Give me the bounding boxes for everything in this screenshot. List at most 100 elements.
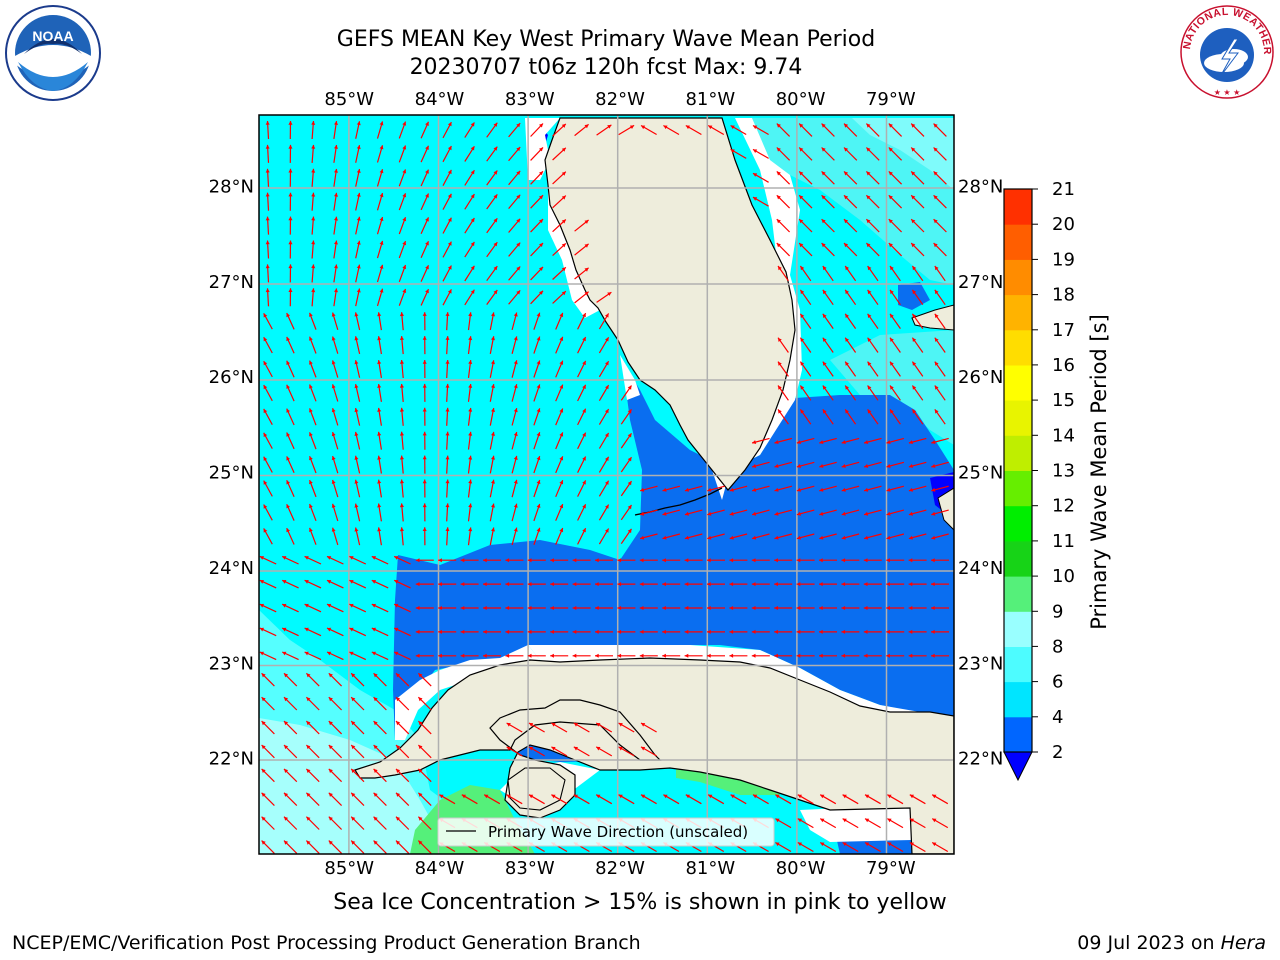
wave-arrow-head bbox=[539, 171, 543, 176]
wave-arrow-head bbox=[867, 313, 872, 318]
wave-arrow-head bbox=[639, 558, 644, 563]
wave-arrow-head bbox=[311, 192, 316, 197]
wave-arrow-head bbox=[399, 431, 404, 436]
wave-arrow-head bbox=[354, 312, 359, 317]
wave-arrow-head bbox=[573, 746, 578, 751]
wave-arrow-head bbox=[311, 240, 316, 245]
wave-arrow-head bbox=[505, 582, 510, 587]
florida-land bbox=[544, 117, 796, 491]
wave-arrow-head bbox=[286, 336, 290, 342]
lon-label-top: 85°W bbox=[324, 89, 374, 110]
wave-arrow-head bbox=[931, 582, 935, 587]
wave-arrow-head bbox=[505, 558, 510, 563]
wave-arrow-head bbox=[351, 816, 356, 821]
wave-arrow-head bbox=[867, 289, 872, 295]
wave-arrow-head bbox=[776, 147, 781, 152]
wave-arrow-head bbox=[559, 480, 564, 485]
wave-arrow-head bbox=[573, 723, 578, 727]
wave-arrow-head bbox=[559, 360, 564, 365]
wave-arrow-head bbox=[596, 723, 601, 727]
wave-arrow-head bbox=[627, 409, 632, 414]
lat-label-left: 26°N bbox=[209, 367, 254, 388]
wave-arrow-head bbox=[306, 673, 311, 678]
wave-arrow-head bbox=[819, 606, 823, 610]
wave-arrow-head bbox=[399, 479, 404, 484]
wave-arrow-head bbox=[493, 122, 498, 127]
wave-arrow-head bbox=[909, 794, 914, 799]
wave-arrow-head bbox=[259, 580, 264, 584]
wave-arrow-head bbox=[288, 168, 293, 173]
wave-arrow-head bbox=[617, 606, 622, 610]
wave-arrow-head bbox=[334, 288, 338, 293]
wave-arrow-head bbox=[911, 147, 916, 152]
wave-arrow-head bbox=[908, 558, 913, 563]
wave-arrow-head bbox=[483, 582, 487, 587]
wave-arrow-head bbox=[265, 240, 270, 245]
colorbar-tick-label: 18 bbox=[1052, 285, 1075, 306]
wave-arrow-head bbox=[377, 312, 382, 317]
wave-arrow-head bbox=[331, 336, 336, 341]
wave-arrow-head bbox=[866, 219, 871, 224]
lon-label-bottom: 80°W bbox=[776, 858, 826, 879]
wave-arrow-head bbox=[572, 606, 577, 610]
wave-arrow-head bbox=[886, 535, 891, 540]
wave-arrow-head bbox=[422, 455, 427, 460]
wave-arrow-head bbox=[470, 265, 475, 270]
wave-arrow-head bbox=[422, 479, 427, 484]
wave-arrow-head bbox=[627, 385, 632, 390]
map-area bbox=[259, 115, 954, 854]
wave-arrow-head bbox=[867, 266, 872, 271]
wave-arrow-head bbox=[483, 629, 487, 634]
wave-arrow-head bbox=[908, 606, 913, 610]
wave-arrow-head bbox=[730, 794, 735, 799]
wave-arrow-head bbox=[396, 673, 401, 678]
wave-arrow-head bbox=[908, 511, 913, 516]
wave-arrow-head bbox=[559, 504, 564, 509]
wave-arrow-head bbox=[422, 503, 427, 508]
wave-arrow-head bbox=[527, 558, 532, 563]
wave-arrow-head bbox=[309, 360, 313, 365]
wave-arrow-head bbox=[516, 123, 521, 128]
wave-arrow-head bbox=[513, 479, 518, 484]
wave-arrow-head bbox=[561, 267, 566, 272]
wave-arrow-head bbox=[394, 556, 399, 560]
wave-arrow-head bbox=[445, 455, 450, 460]
wave-arrow-head bbox=[513, 360, 518, 365]
wave-arrow-head bbox=[605, 504, 609, 509]
colorbar-segment bbox=[1004, 576, 1032, 612]
wave-arrow-head bbox=[629, 125, 635, 129]
wave-arrow-head bbox=[841, 535, 846, 540]
wave-arrow-head bbox=[559, 384, 564, 389]
wave-arrow-head bbox=[349, 651, 354, 656]
wave-arrow-head bbox=[470, 289, 475, 294]
wave-arrow-head bbox=[550, 653, 554, 658]
wave-arrow-head bbox=[415, 558, 420, 563]
wave-arrow-head bbox=[328, 768, 333, 773]
wave-arrow-head bbox=[539, 290, 543, 295]
wave-arrow-head bbox=[506, 794, 511, 799]
wave-arrow-head bbox=[867, 409, 872, 414]
wave-arrow-head bbox=[536, 312, 541, 317]
wave-arrow-head bbox=[491, 527, 495, 532]
colorbar-tick-label: 10 bbox=[1052, 566, 1075, 587]
wave-arrow-head bbox=[418, 840, 423, 845]
wave-arrow-head bbox=[561, 219, 566, 224]
wave-arrow-head bbox=[639, 629, 644, 634]
wave-arrow-head bbox=[796, 511, 801, 516]
wave-arrow-head bbox=[425, 169, 429, 174]
wave-arrow-head bbox=[778, 385, 782, 390]
wave-arrow-head bbox=[845, 385, 849, 390]
wave-arrow-head bbox=[396, 745, 401, 750]
lon-label-bottom: 79°W bbox=[866, 858, 916, 879]
wave-arrow-head bbox=[377, 336, 382, 341]
wave-arrow-head bbox=[402, 121, 407, 126]
wave-arrow-head bbox=[354, 455, 359, 460]
wave-arrow-head bbox=[288, 192, 293, 197]
andros-land bbox=[937, 487, 954, 531]
wave-arrow-head bbox=[306, 745, 311, 750]
wave-arrow-head bbox=[776, 219, 781, 224]
wave-arrow-head bbox=[377, 503, 382, 508]
wave-arrow-head bbox=[582, 360, 586, 366]
wave-arrow-head bbox=[356, 121, 361, 126]
colorbar-tick-label: 20 bbox=[1052, 214, 1075, 235]
